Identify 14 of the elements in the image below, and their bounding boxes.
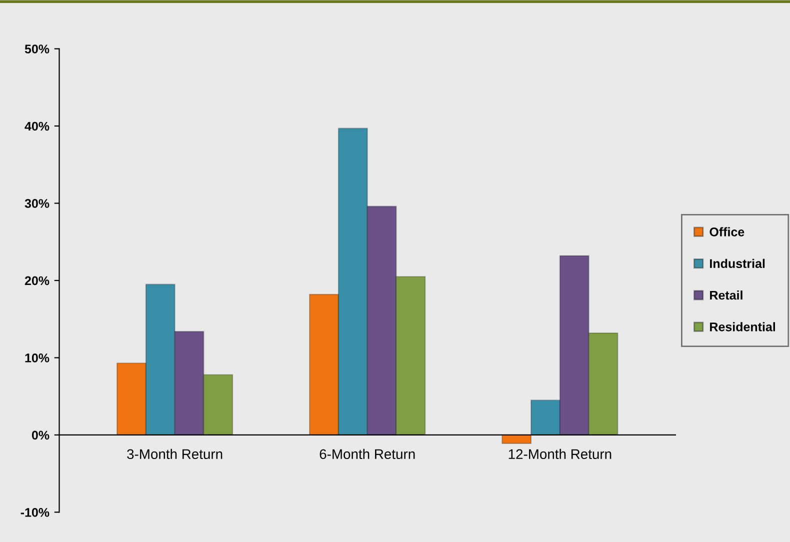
x-tick-label: 3-Month Return: [127, 448, 222, 460]
y-tick-label: -10%: [20, 508, 50, 517]
y-tick-label: 40%: [24, 122, 50, 131]
x-tick-label: 12-Month Return: [508, 448, 612, 460]
y-tick-label: 0%: [32, 430, 50, 440]
legend-label: Office: [710, 227, 744, 236]
legend-label: Retail: [710, 290, 742, 300]
legend-label: Residential: [710, 322, 775, 332]
y-tick-label: 30%: [24, 199, 50, 208]
legend-label: Industrial: [710, 258, 765, 268]
y-tick-label: 10%: [25, 354, 50, 362]
y-tick-label: 20%: [24, 276, 50, 286]
y-tick-label: 50%: [24, 44, 50, 54]
x-tick-label: 6-Month Return: [320, 448, 415, 460]
